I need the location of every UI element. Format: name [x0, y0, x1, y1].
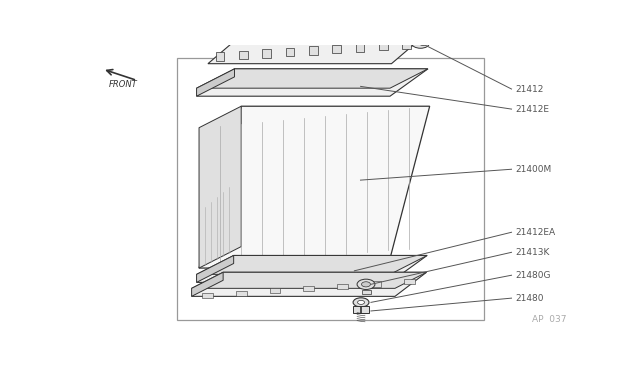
Bar [239, 51, 248, 59]
Bar [370, 282, 381, 286]
Text: AP  037: AP 037 [532, 315, 566, 324]
Circle shape [358, 300, 365, 304]
Bar [309, 46, 317, 55]
Bar [337, 284, 348, 289]
Polygon shape [191, 272, 223, 296]
Text: FRONT: FRONT [109, 80, 138, 89]
Polygon shape [196, 256, 427, 275]
Bar [236, 291, 247, 296]
Circle shape [362, 282, 371, 287]
Polygon shape [196, 69, 234, 96]
Polygon shape [199, 106, 429, 268]
Polygon shape [208, 41, 418, 64]
Polygon shape [196, 256, 234, 282]
Bar [379, 42, 388, 50]
Bar [285, 48, 294, 56]
Bar [303, 286, 314, 291]
Bar [404, 279, 415, 284]
Bar [403, 40, 411, 49]
Text: 21400: 21400 [298, 45, 333, 55]
Circle shape [357, 279, 375, 289]
Bar [353, 306, 369, 313]
Bar [202, 293, 213, 298]
Circle shape [353, 298, 369, 307]
Bar [362, 290, 371, 294]
Text: 21400M: 21400M [515, 165, 552, 174]
Circle shape [412, 38, 429, 48]
Text: 21412: 21412 [515, 84, 544, 93]
Bar [269, 288, 280, 294]
Text: 21412EA: 21412EA [515, 228, 556, 237]
Text: 21412E: 21412E [515, 105, 550, 113]
Bar [262, 49, 271, 58]
Bar [216, 52, 224, 61]
Polygon shape [199, 106, 241, 268]
Polygon shape [196, 256, 427, 282]
Polygon shape [196, 69, 428, 88]
Bar [177, 58, 484, 320]
Text: 21480G: 21480G [515, 271, 551, 280]
Bar [332, 45, 341, 53]
Polygon shape [196, 69, 428, 96]
Text: 21480: 21480 [515, 294, 544, 303]
Text: 21413K: 21413K [515, 248, 550, 257]
Polygon shape [191, 272, 426, 288]
Circle shape [419, 41, 427, 45]
Bar [356, 43, 364, 52]
Polygon shape [191, 272, 426, 296]
